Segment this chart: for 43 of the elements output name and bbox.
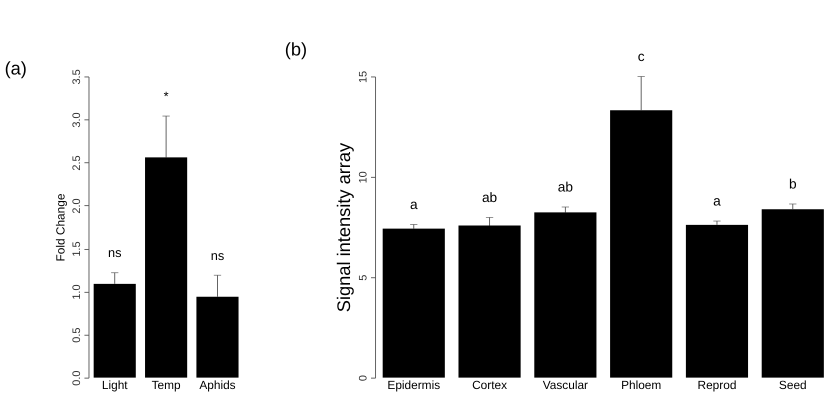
x-tick-label: Cortex bbox=[472, 378, 508, 392]
y-tick-label: 1.0 bbox=[70, 284, 83, 300]
y-tick-label: 15 bbox=[357, 70, 370, 84]
annotation: ns bbox=[108, 245, 122, 260]
x-tick-label: Reprod bbox=[698, 378, 736, 392]
y-tick-label: 1.5 bbox=[70, 241, 83, 257]
bar bbox=[145, 157, 188, 378]
annotation: ab bbox=[558, 179, 574, 194]
chart-title: (a) bbox=[4, 57, 27, 78]
y-tick-label: 10 bbox=[357, 171, 370, 184]
y-tick-label: 0.0 bbox=[70, 370, 83, 386]
annotation: ab bbox=[482, 190, 498, 205]
y-tick-label: 2.0 bbox=[70, 198, 83, 214]
bar bbox=[762, 209, 824, 378]
x-tick-label: Temp bbox=[152, 378, 182, 392]
x-tick-label: Vascular bbox=[542, 378, 588, 392]
x-tick-label: Seed bbox=[778, 378, 807, 392]
x-tick-label: Light bbox=[102, 378, 128, 392]
y-tick-label: 3.5 bbox=[70, 69, 83, 85]
bar bbox=[610, 110, 672, 378]
y-tick-label: 5 bbox=[357, 274, 370, 281]
y-axis-title: Signal intensity array bbox=[333, 142, 354, 312]
text: c bbox=[638, 48, 645, 64]
x-tick-label: Phloem bbox=[621, 378, 662, 392]
x-tick-label: Aphids bbox=[199, 378, 236, 392]
x-tick-label: Epidermis bbox=[387, 378, 440, 392]
chart-title: (b) bbox=[284, 38, 308, 60]
y-tick-label: 0.5 bbox=[70, 327, 83, 343]
bar bbox=[94, 284, 136, 378]
annotation: ns bbox=[210, 248, 224, 263]
y-axis-title: Fold Change bbox=[53, 193, 68, 262]
y-tick-label: 3.0 bbox=[70, 112, 83, 128]
y-tick-label: 0 bbox=[357, 375, 370, 382]
bar bbox=[686, 224, 748, 378]
bar bbox=[458, 225, 521, 378]
annotation: * bbox=[164, 88, 169, 104]
bar bbox=[196, 296, 239, 378]
annotation: b bbox=[788, 176, 797, 192]
annotation: a bbox=[713, 194, 722, 209]
y-tick-label: 2.5 bbox=[70, 155, 83, 171]
bar bbox=[382, 228, 445, 378]
bar bbox=[534, 212, 596, 378]
annotation: a bbox=[410, 196, 418, 212]
